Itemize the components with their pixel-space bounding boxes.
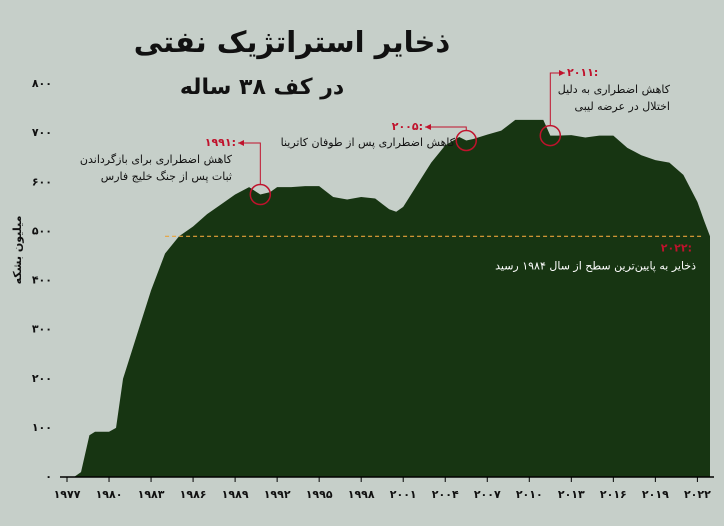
x-tick-label: ۲۰۱۰ (516, 488, 543, 501)
annotation-year: ۲۰۰۵: (392, 120, 423, 133)
annotation-text: کاهش اضطراری به دلیل (558, 83, 671, 96)
annotation-arrow (425, 126, 467, 131)
x-tick-label: ۲۰۰۷ (474, 488, 501, 501)
reference-text: ذخایر به پایین‌ترین سطح از سال ۱۹۸۴ رسید (495, 259, 696, 272)
annotation-text: کاهش اضطراری برای بازگرداندن (80, 153, 233, 166)
annotation-text: اختلال در عرضه لیبی (575, 100, 670, 113)
annotation-text: ثبات پس از جنگ خلیج فارس (101, 170, 232, 183)
reference-year: ۲۰۲۲: (661, 241, 692, 254)
x-tick-label: ۱۹۹۸ (348, 488, 375, 501)
annotation-arrow (238, 142, 261, 185)
chart-title: ذخایر استراتژیک نفتی (134, 25, 451, 59)
annotation-arrowhead (559, 70, 565, 76)
y-tick-label: ۸۰۰ (32, 77, 52, 90)
annotation-year: ۱۹۹۱: (205, 136, 236, 149)
x-tick-label: ۱۹۸۶ (180, 488, 207, 501)
annotation-arrowhead (425, 124, 431, 130)
x-tick-label: ۲۰۱۶ (600, 488, 627, 501)
x-tick-label: ۲۰۰۱ (390, 488, 417, 501)
y-tick-label: ۰ (45, 470, 52, 483)
x-tick-label: ۱۹۹۵ (306, 488, 333, 501)
annotation-year: ۲۰۱۱: (567, 66, 598, 79)
area (74, 119, 711, 477)
y-tick-label: ۲۰۰ (32, 372, 52, 385)
x-tick-label: ۲۰۰۴ (432, 488, 459, 501)
annotation-text: کاهش اضطراری پس از طوفان کاترینا (281, 136, 456, 149)
annotation-arrowhead (238, 140, 244, 146)
y-tick-label: ۴۰۰ (32, 274, 52, 287)
x-tick-label: ۲۰۱۹ (642, 488, 669, 501)
x-tick-label: ۱۹۹۲ (264, 488, 291, 501)
x-tick-label: ۱۹۸۹ (222, 488, 249, 501)
y-tick-label: ۶۰۰ (32, 175, 52, 188)
x-tick-label: ۲۰۲۲ (684, 488, 711, 501)
x-tick-label: ۱۹۸۳ (138, 488, 165, 501)
chart-subtitle: در کف ۳۸ ساله (180, 75, 344, 100)
x-tick-label: ۱۹۸۰ (96, 488, 123, 501)
x-tick-label: ۱۹۷۷ (54, 488, 81, 501)
y-tick-label: ۳۰۰ (32, 323, 52, 336)
y-tick-label: ۱۰۰ (32, 421, 52, 434)
y-tick-label: ۵۰۰ (32, 224, 52, 237)
y-axis-label: میلیون بشکه (11, 216, 24, 285)
x-tick-label: ۲۰۱۳ (558, 488, 585, 501)
y-tick-label: ۷۰۰ (32, 126, 52, 139)
